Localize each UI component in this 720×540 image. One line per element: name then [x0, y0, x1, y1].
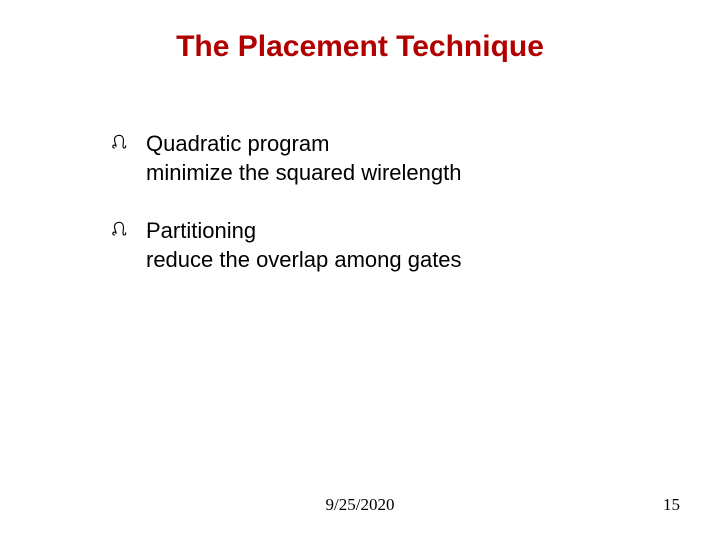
bullet-item: Partitioning reduce the overlap among ga… — [110, 217, 630, 274]
slide-content: Quadratic program minimize the squared w… — [110, 130, 630, 304]
bullet-line2: minimize the squared wirelength — [146, 160, 462, 185]
bullet-line2: reduce the overlap among gates — [146, 247, 462, 272]
bullet-text: Partitioning reduce the overlap among ga… — [146, 217, 462, 274]
leo-icon — [110, 133, 128, 151]
bullet-line1: Quadratic program — [146, 131, 329, 156]
bullet-item: Quadratic program minimize the squared w… — [110, 130, 630, 187]
footer-date: 9/25/2020 — [0, 495, 720, 515]
footer-page-number: 15 — [663, 495, 680, 515]
bullet-text: Quadratic program minimize the squared w… — [146, 130, 462, 187]
slide: The Placement Technique Quadratic progra… — [0, 0, 720, 540]
bullet-line1: Partitioning — [146, 218, 256, 243]
leo-icon — [110, 220, 128, 238]
slide-title: The Placement Technique — [0, 30, 720, 64]
